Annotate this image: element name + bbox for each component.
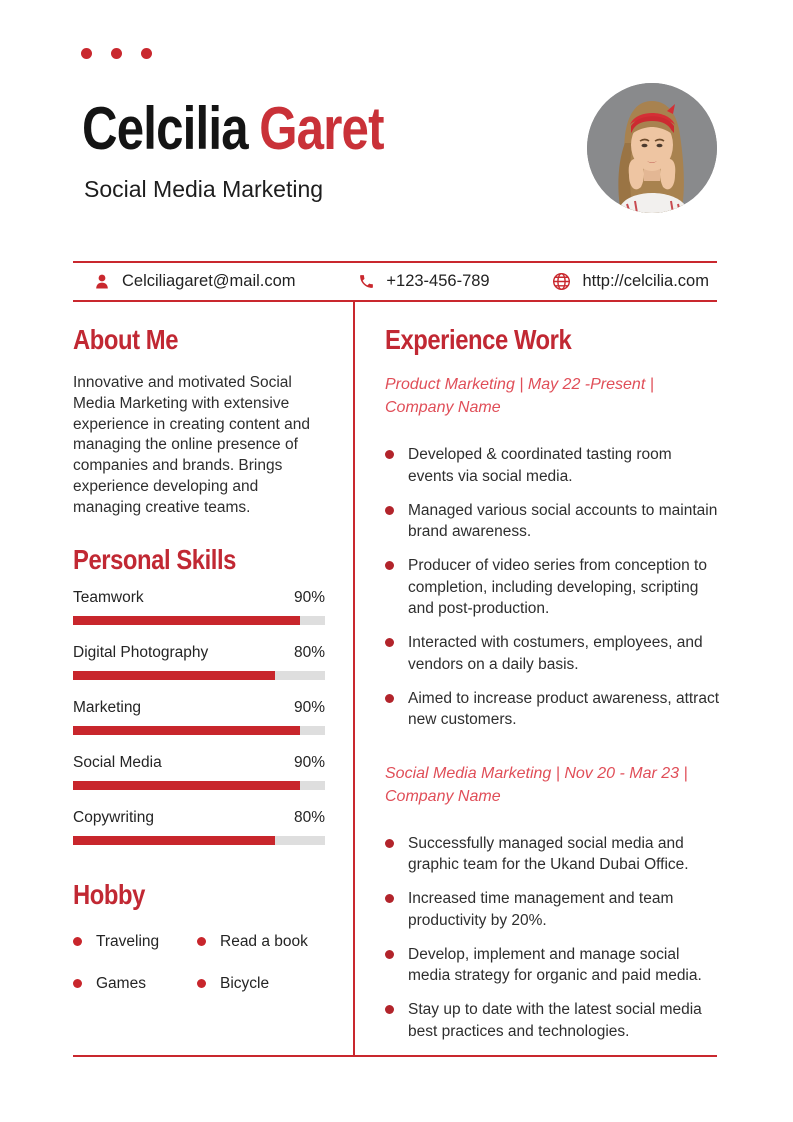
job-bullet: Producer of video series from conception… [385, 555, 721, 620]
right-column: Experience Work Product Marketing | May … [355, 302, 721, 1055]
skill-bar-track [73, 780, 325, 790]
hobby-label: Bicycle [220, 974, 270, 992]
page-title: Celcilia Garet [82, 94, 384, 163]
job-bullet: Stay up to date with the latest social m… [385, 999, 721, 1042]
last-name: Garet [259, 95, 384, 162]
skill-percent: 90% [293, 588, 325, 606]
contact-email[interactable]: Celciliagaret@mail.com [93, 272, 296, 291]
job-bullet: Aimed to increase product awareness, att… [385, 688, 721, 731]
skill-percent: 90% [293, 698, 325, 716]
bottom-divider [73, 1054, 717, 1057]
skill-bar-fill [73, 725, 300, 735]
skill-bar-fill [73, 615, 300, 625]
bullet-icon [197, 979, 206, 989]
job-1-heading: Product Marketing | May 22 -Present | Co… [385, 376, 654, 416]
skill-label: Copywriting [73, 808, 154, 826]
skill-bar-track [73, 670, 325, 680]
job-bullet: Successfully managed social media and gr… [385, 833, 721, 876]
contact-bar: Celciliagaret@mail.com +123-456-789 http… [73, 261, 717, 302]
contact-phone[interactable]: +123-456-789 [358, 272, 490, 291]
skill-bar-fill [73, 670, 275, 680]
main-content: About Me Innovative and motivated Social… [73, 302, 719, 1055]
bullet-icon [197, 937, 206, 947]
job-bullet: Developed & coordinated tasting room eve… [385, 444, 721, 487]
skill-teamwork: Teamwork 90% [73, 589, 325, 625]
skill-bar-fill [73, 780, 300, 790]
hobby-title: Hobby [73, 878, 145, 910]
globe-icon [553, 272, 571, 291]
person-icon [96, 274, 108, 288]
about-title: About Me [73, 324, 179, 355]
skill-label: Marketing [73, 698, 142, 716]
job-1-bullets: Developed & coordinated tasting room eve… [385, 444, 721, 731]
skill-digital-photography: Digital Photography 80% [73, 644, 325, 680]
skill-percent: 80% [293, 643, 325, 661]
skill-bar-track [73, 835, 325, 845]
skills-title: Personal Skills [73, 543, 236, 575]
decor-dots [81, 48, 152, 59]
hobby-list: Traveling Read a book Games Bicycle [73, 933, 325, 993]
skill-social-media: Social Media 90% [73, 754, 325, 790]
skill-label: Teamwork [73, 588, 144, 606]
job-2-bullets: Successfully managed social media and gr… [385, 833, 721, 1043]
skills-section: Personal Skills Teamwork 90% Digital Pho… [73, 544, 325, 845]
red-dot [111, 48, 122, 59]
hobby-label: Games [96, 974, 146, 992]
hobby-item-traveling: Traveling [73, 933, 197, 951]
about-text: Innovative and motivated Social Media Ma… [73, 374, 310, 516]
hobby-section: Hobby Traveling Read a book Games [73, 879, 325, 993]
phone-icon [360, 275, 374, 288]
skill-bar-track [73, 725, 325, 735]
job-bullet: Interacted with costumers, employees, an… [385, 632, 721, 675]
bullet-icon [73, 937, 82, 947]
hobby-item-read-a-book: Read a book [197, 933, 325, 951]
skill-marketing: Marketing 90% [73, 699, 325, 735]
contact-website-text: http://celcilia.com [582, 272, 709, 290]
hobby-label: Read a book [220, 932, 308, 950]
hobby-label: Traveling [96, 932, 160, 950]
red-dot [141, 48, 152, 59]
skill-percent: 80% [293, 808, 325, 826]
hobby-item-bicycle: Bicycle [197, 975, 325, 993]
job-bullet: Managed various social accounts to maint… [385, 500, 721, 543]
red-dot [81, 48, 92, 59]
experience-title: Experience Work [385, 324, 572, 355]
bullet-icon [73, 979, 82, 989]
contact-email-text: Celciliagaret@mail.com [122, 272, 296, 290]
contact-phone-text: +123-456-789 [386, 272, 490, 290]
skill-percent: 90% [293, 753, 325, 771]
avatar [587, 83, 717, 213]
contact-website[interactable]: http://celcilia.com [552, 272, 709, 291]
skill-label: Social Media [73, 753, 162, 771]
job-bullet: Develop, implement and manage social med… [385, 944, 721, 987]
skill-label: Digital Photography [73, 643, 209, 661]
first-name: Celcilia [82, 95, 249, 162]
skill-copywriting: Copywriting 80% [73, 809, 325, 845]
job-bullet: Increased time management and team produ… [385, 888, 721, 931]
skill-bar-track [73, 615, 325, 625]
hobby-item-games: Games [73, 975, 197, 993]
header: Celcilia Garet Social Media Marketing [0, 0, 793, 261]
job-title: Social Media Marketing [84, 176, 324, 202]
job-2-heading: Social Media Marketing | Nov 20 - Mar 23… [385, 764, 688, 805]
avatar-illustration [587, 83, 717, 213]
left-column: About Me Innovative and motivated Social… [73, 302, 355, 1055]
skill-bar-fill [73, 835, 275, 845]
